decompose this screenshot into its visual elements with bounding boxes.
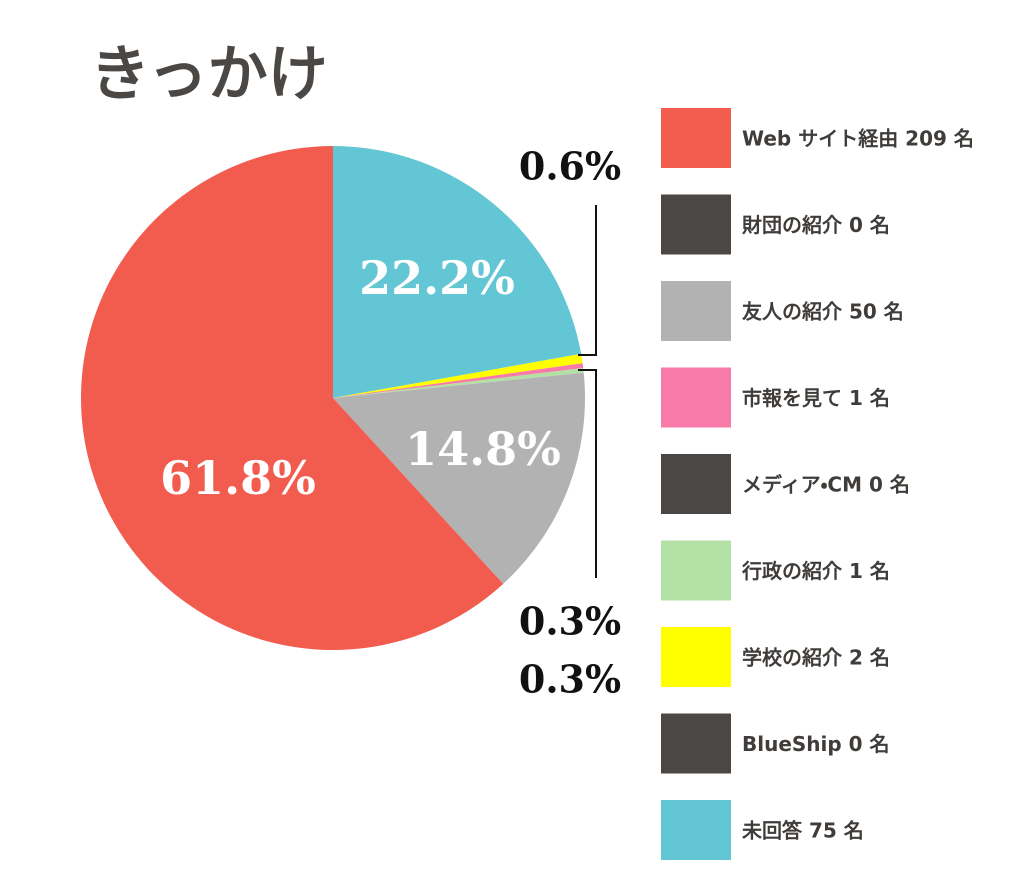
pie-slice — [333, 146, 582, 398]
legend-swatch — [661, 367, 731, 428]
value-label: 22.2% — [359, 251, 515, 305]
legend-swatch — [661, 108, 731, 168]
legend-swatch — [661, 540, 731, 601]
label-bracket — [578, 205, 597, 356]
value-label: 0.3% — [519, 657, 621, 702]
label-bracket — [578, 369, 597, 578]
legend-label: 行政の紹介 1 名 — [741, 559, 890, 583]
pie-slice — [333, 353, 583, 398]
legend-label: BlueShip 0 名 — [742, 732, 890, 756]
legend-swatch — [661, 627, 731, 687]
legend-swatch — [661, 281, 731, 341]
legend-label: Web サイト経由 209 名 — [742, 127, 974, 151]
legend-label: 未回答 75 名 — [742, 819, 864, 843]
pie-slice — [333, 363, 584, 398]
chart-title: きっかけ — [90, 40, 328, 110]
legend-label: 市報を見て 1 名 — [742, 386, 890, 410]
pie-slice — [81, 146, 504, 650]
legend-swatch — [661, 454, 731, 514]
value-label: 61.8% — [160, 451, 316, 505]
value-label: 0.6% — [519, 144, 621, 189]
legend-label: 学校の紹介 2 名 — [742, 646, 890, 670]
legend-label: メディア・CM 0 名 — [742, 473, 910, 497]
pie-slice — [333, 372, 585, 584]
value-label: 14.8% — [405, 422, 561, 476]
legend-swatch — [661, 194, 731, 255]
legend-swatch — [661, 800, 731, 860]
legend-label: 友人の紹介 50 名 — [742, 300, 904, 324]
legend-label: 財団の紹介 0 名 — [742, 213, 890, 237]
value-label: 0.3% — [519, 599, 621, 644]
pie-slice — [333, 367, 584, 398]
legend-swatch — [661, 713, 731, 774]
